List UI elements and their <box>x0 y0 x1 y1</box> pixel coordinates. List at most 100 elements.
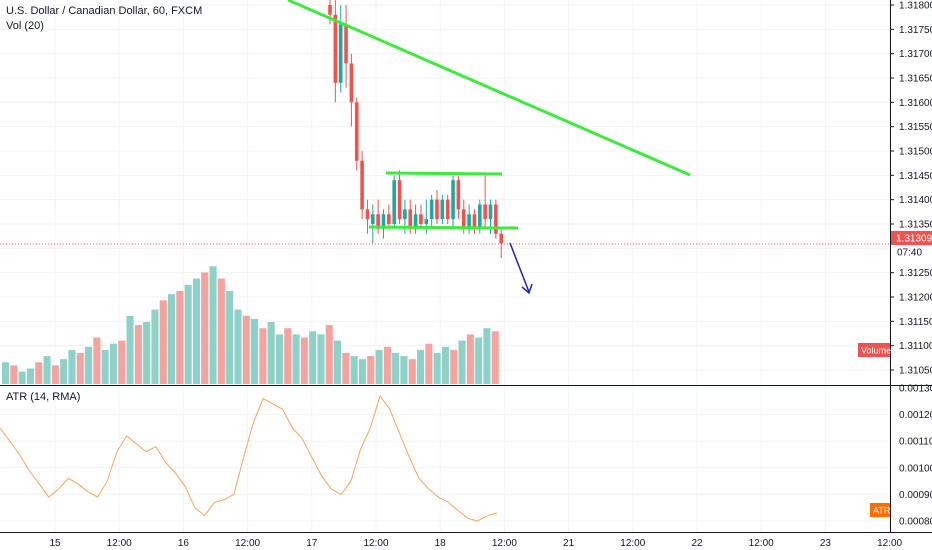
candle-body <box>381 214 386 229</box>
candle-body <box>333 14 338 83</box>
volume-bar <box>367 356 375 384</box>
atr-axis[interactable]: 0.00130 0.00120 0.00110 0.00100 0.00090 0.000… <box>899 384 932 528</box>
volume-bar <box>400 356 408 384</box>
volume-bar <box>466 334 474 384</box>
range-top-line[interactable] <box>385 171 503 176</box>
volume-bar <box>342 353 350 384</box>
volume-bar <box>317 334 325 384</box>
price-tick-label: 1.31500 <box>899 147 932 158</box>
atr-tick-label: 0.00090 <box>899 490 932 501</box>
time-tick-label: 17 <box>306 538 318 549</box>
volume-bar <box>159 300 167 384</box>
price-axis[interactable]: 1.31800 1.31750 1.31700 1.31650 1.31600 1.315… <box>890 1 932 377</box>
time-tick-label: 12:00 <box>492 538 517 549</box>
time-tick-label: 12:00 <box>363 538 388 549</box>
volume-bar <box>309 331 317 384</box>
last-price-badge: 1.31309 07:40 <box>891 231 932 259</box>
atr-series-line <box>0 394 498 522</box>
volume-bar <box>483 328 491 384</box>
volume-bar <box>358 359 366 384</box>
time-tick-label: 23 <box>820 538 832 549</box>
volume-bar <box>491 331 499 384</box>
candle-body <box>328 5 332 15</box>
volume-bar <box>284 328 292 384</box>
volume-bar <box>300 337 308 384</box>
time-tick-label: 12:00 <box>235 538 260 549</box>
volume-bar <box>217 278 225 384</box>
price-tick-label: 1.31600 <box>899 98 932 109</box>
descending-trendline[interactable] <box>287 0 691 177</box>
volume-bar <box>118 340 126 384</box>
volume-bar <box>126 315 134 384</box>
price-tick-label: 1.31150 <box>899 317 932 328</box>
volume-bar <box>101 349 109 384</box>
volume-bar <box>408 359 416 384</box>
candle-body <box>451 180 455 220</box>
down-arrow-head <box>521 283 533 295</box>
volume-bar <box>176 291 184 384</box>
atr-tick-label: 0.00110 <box>899 437 932 448</box>
volume-bar <box>68 349 76 384</box>
price-tick-label: 1.31800 <box>899 1 932 12</box>
candle-body <box>376 214 380 229</box>
candle-body <box>397 180 402 220</box>
candle-body <box>354 102 359 161</box>
volume-bar <box>2 362 10 384</box>
price-tick-label: 1.31700 <box>899 49 932 60</box>
price-tick-label: 1.31650 <box>899 74 932 85</box>
candle-body <box>413 214 418 229</box>
volume-bar <box>10 365 18 384</box>
atr-badge-label: ATR <box>873 506 891 516</box>
atr-tick-label: 0.00080 <box>899 517 932 528</box>
candle-body <box>461 209 466 229</box>
volume-bars <box>2 266 499 384</box>
volume-bar <box>292 334 300 384</box>
volume-bar <box>143 322 151 384</box>
volume-bar <box>76 353 84 384</box>
candle-body <box>483 204 487 220</box>
volume-bar <box>192 278 200 384</box>
time-tick-label: 12:00 <box>877 538 902 549</box>
volume-bar <box>458 340 466 384</box>
volume-bar <box>450 349 458 384</box>
volume-bar <box>234 309 242 384</box>
volume-bar <box>60 359 68 384</box>
candle-body <box>419 214 423 224</box>
time-tick-label: 18 <box>435 538 447 549</box>
candle-body <box>478 204 482 229</box>
range-bottom-line[interactable] <box>368 225 519 230</box>
candle-body <box>403 209 407 220</box>
atr-badge: ATR <box>870 503 891 517</box>
time-axis[interactable]: 15 12:00 16 12:00 17 12:00 18 12:00 21 12:00 22 12:… <box>49 538 902 549</box>
candle-body <box>435 199 439 220</box>
volume-bar <box>18 371 26 384</box>
volume-bar <box>109 343 117 384</box>
price-tick-label: 1.31550 <box>899 122 932 133</box>
candle-body <box>349 63 354 103</box>
atr-tick-label: 0.00100 <box>899 463 932 474</box>
volume-bar <box>417 349 425 384</box>
atr-legend[interactable]: ATR (14, RMA) <box>6 391 81 403</box>
volume-bar <box>43 356 51 384</box>
candle-body <box>499 233 503 244</box>
volume-bar <box>350 356 358 384</box>
symbol-legend[interactable]: U.S. Dollar / Canadian Dollar, 60, FXCM <box>6 5 203 17</box>
volume-bar <box>425 343 433 384</box>
volume-bar <box>375 349 383 384</box>
candle-body <box>488 204 493 220</box>
atr-pane <box>0 386 890 532</box>
volume-bar <box>433 353 441 384</box>
candle-body <box>392 180 396 224</box>
down-arrow-shaft[interactable] <box>509 242 530 293</box>
candle-body <box>365 209 370 220</box>
volume-badge-label: Volume <box>861 346 891 356</box>
drawings <box>0 0 890 295</box>
last-price-label: 1.31309 <box>896 234 932 245</box>
volume-bar <box>209 266 217 384</box>
time-tick-label: 12:00 <box>749 538 774 549</box>
candle-body <box>424 219 429 224</box>
time-tick-label: 16 <box>178 538 190 549</box>
volume-legend[interactable]: Vol (20) <box>6 20 44 32</box>
price-tick-label: 1.31750 <box>899 25 932 36</box>
